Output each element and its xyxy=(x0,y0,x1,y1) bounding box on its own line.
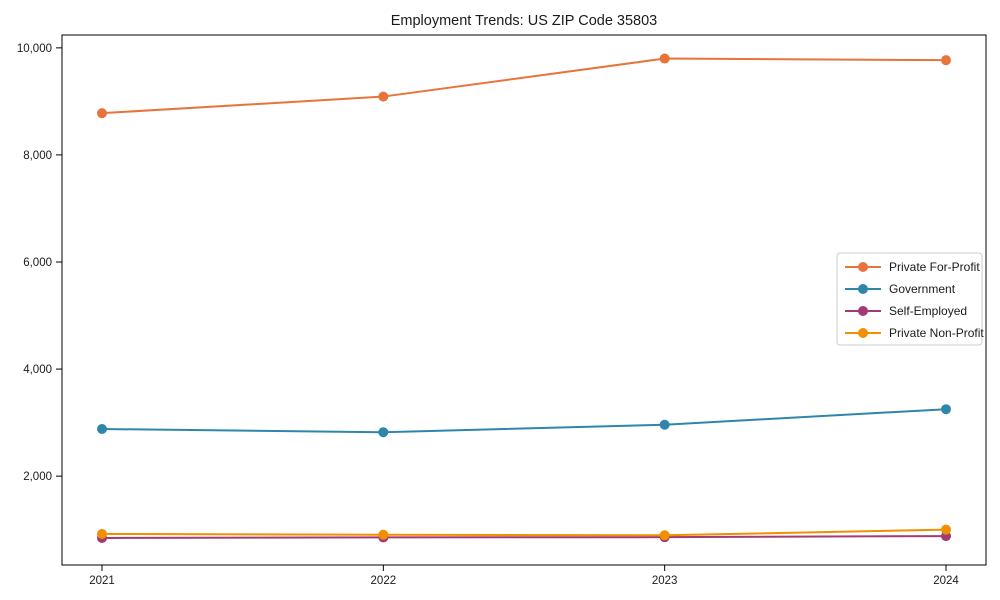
x-axis-tick-label: 2024 xyxy=(933,575,959,587)
data-point-private-for-profit xyxy=(941,55,951,66)
legend-label-private-non-profit: Private Non-Profit xyxy=(889,326,984,340)
data-point-private-for-profit xyxy=(378,91,389,102)
x-axis-tick-label: 2023 xyxy=(652,575,678,587)
data-point-private-non-profit xyxy=(941,524,951,535)
legend-marker-government xyxy=(858,284,868,294)
data-point-government xyxy=(659,419,670,430)
data-point-private-for-profit xyxy=(659,53,670,64)
chart-title: Employment Trends: US ZIP Code 35803 xyxy=(391,13,658,29)
legend-marker-private-non-profit xyxy=(858,328,868,338)
data-point-government xyxy=(378,427,389,438)
data-point-private-non-profit xyxy=(97,528,107,539)
y-axis-tick-label: 10,000 xyxy=(17,43,52,55)
plot-border xyxy=(61,34,987,566)
y-axis-tick-label: 4,000 xyxy=(23,364,52,376)
x-axis-tick-label: 2022 xyxy=(371,575,397,587)
data-point-private-for-profit xyxy=(97,108,107,119)
legend-box xyxy=(836,252,983,346)
data-point-private-non-profit xyxy=(659,530,670,541)
legend-label-private-for-profit: Private For-Profit xyxy=(889,260,980,274)
y-axis-tick-label: 6,000 xyxy=(23,257,52,269)
legend-label-government: Government xyxy=(889,282,956,296)
y-axis-tick-label: 2,000 xyxy=(23,471,52,483)
x-axis-tick-label: 2021 xyxy=(89,575,115,587)
legend-marker-self-employed xyxy=(858,306,868,316)
data-point-government xyxy=(97,424,107,435)
series-line-private-non-profit xyxy=(101,528,947,537)
data-point-government xyxy=(941,404,951,415)
y-axis-tick-label: 8,000 xyxy=(23,150,52,162)
data-point-private-non-profit xyxy=(378,529,389,540)
series-line-self-employed xyxy=(101,535,947,539)
series-line-private-for-profit xyxy=(101,57,947,115)
series-line-government xyxy=(101,408,947,434)
legend-marker-private-for-profit xyxy=(858,262,868,272)
legend-label-self-employed: Self-Employed xyxy=(889,304,967,318)
